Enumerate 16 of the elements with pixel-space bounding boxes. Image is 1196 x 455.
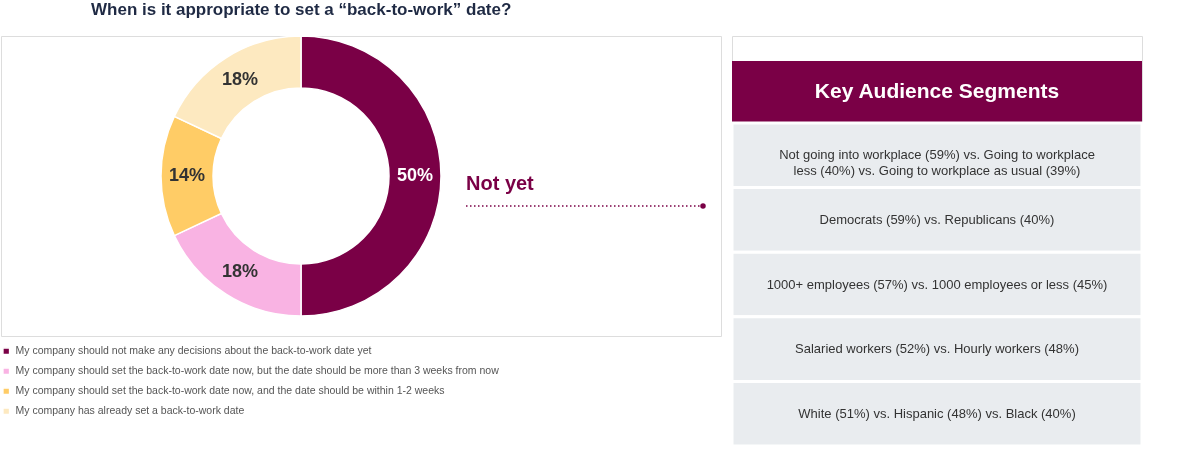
chart-title: When is it appropriate to set a “back-to-work” date? <box>91 0 512 19</box>
text: Salaried workers (52%) vs. Hourly workers (48%) <box>795 341 1079 357</box>
data-label: 18% <box>221 261 258 282</box>
text: White (51%) vs. Hispanic (48%) vs. Black (40%) <box>798 405 1076 421</box>
data-label: 50% <box>396 165 434 185</box>
text: Democrats (59%) vs. Republicans (40%) <box>819 211 1055 227</box>
legend-label: My company has already set a back-to-work date <box>15 404 245 417</box>
legend-label: My company should not make any decisions about the back-to-work date yet <box>15 344 372 357</box>
data-label: 18% <box>221 68 258 89</box>
text: Key Audience Segments <box>814 79 1060 102</box>
text: 1000+ employees (57%) vs. 1000 employees or less (45%) <box>766 276 1108 292</box>
legend-label: My company should set the back-to-work date now, but the date should be more than 3 weeks from now <box>15 364 500 377</box>
legend-label: My company should set the back-to-work date now, and the date should be within 1-2 weeks <box>15 384 445 397</box>
text: Not yet <box>466 172 535 194</box>
data-label: 14% <box>168 165 206 185</box>
text: Not going into workplace (59%) vs. Going to workplace less (40%) vs. Going to workplace as usual (39%) <box>779 147 1095 179</box>
